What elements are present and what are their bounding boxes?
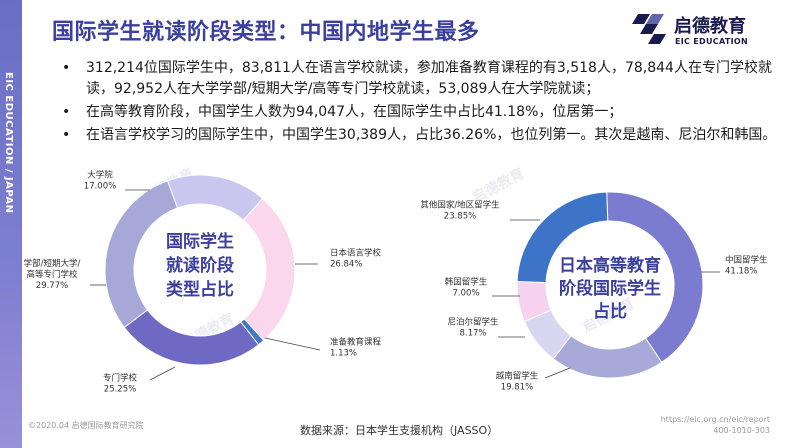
slice-label: 大学院 17.00%: [84, 170, 116, 192]
leader-line: [544, 367, 571, 379]
donut-center-label: 国际学生: [166, 231, 234, 252]
eic-logo: 启德教育 EIC EDUCATION: [632, 10, 772, 50]
logo-subtitle: EIC EDUCATION: [675, 37, 748, 46]
list-item: • 在高等教育阶段，中国学生人数为94,047人，在国际学生中占比41.18%，位…: [62, 102, 782, 123]
slice-label: 其他国家/地区留学生 23.85%: [420, 200, 500, 222]
footer-url[interactable]: https://eic.org.cn/eic/report: [660, 415, 770, 424]
donut-center-label: 就读阶段: [166, 255, 234, 276]
donut-slice-2-1: [606, 191, 704, 364]
slice-label: 准备教育课程 1.13%: [330, 337, 382, 359]
slice-label: 尼泊尔留学生 8.17%: [447, 317, 499, 339]
list-item: • 在语言学校学习的国际学生中，中国学生30,389人，占比36.26%，也位列第…: [62, 125, 782, 146]
donut-slice-1-4: [123, 309, 260, 366]
leader-line: [264, 337, 321, 351]
donut-center-label: 阶段国际学生: [559, 278, 661, 299]
donut-center-label: 日本高等教育: [559, 255, 661, 276]
bullet-list: • 312,214位国际学生中，83,811人在语言学校就读，参加准备教育课程的有…: [62, 58, 782, 148]
donut-slice-1-1: [166, 174, 264, 222]
slice-label: 越南留学生 19.81%: [496, 371, 539, 393]
sidebar-band: EIC EDUCATION / JAPAN: [0, 0, 22, 448]
footer-contact: https://eic.org.cn/eic/report 400-1010-3…: [661, 414, 770, 436]
donut-center-label: 占比: [593, 301, 627, 322]
slice-label: 学部/短期大学/高等专门学校 29.77%: [24, 258, 81, 291]
copyright: ©2020.04 启德国际教育研究院: [28, 421, 144, 430]
sidebar-text: EIC EDUCATION / JAPAN: [3, 72, 14, 214]
donut-slice-1-2: [242, 197, 296, 342]
page-title: 国际学生就读阶段类型：中国内地学生最多: [52, 20, 480, 45]
slice-label: 韩国留学生 7.00%: [445, 277, 488, 299]
donut-slice-2-2: [552, 335, 663, 379]
bullet-text: 在高等教育阶段，中国学生人数为94,047人，在国际学生中占比41.18%，位居…: [86, 104, 623, 120]
bullet-dot: •: [62, 104, 71, 120]
list-item: • 312,214位国际学生中，83,811人在语言学校就读，参加准备教育课程的有…: [62, 58, 782, 100]
slice-label: 专门学校 25.25%: [103, 373, 138, 395]
slice-label: 日本语言学校 26.84%: [330, 248, 382, 270]
data-source: 数据来源：日本学生支援机构（JASSO）: [300, 424, 499, 437]
leader-line: [149, 366, 176, 381]
bullet-dot: •: [62, 60, 71, 76]
donut-slice-2-5: [516, 191, 609, 284]
eic-logo-icon: [632, 14, 666, 44]
bullet-text: 在语言学校学习的国际学生中，中国学生30,389人，占比36.26%，也位列第一…: [86, 127, 777, 143]
donut-slice-1-5: [104, 180, 179, 329]
bullet-text: 312,214位国际学生中，83,811人在语言学校就读，参加准备教育课程的有3…: [86, 60, 772, 97]
bullet-dot: •: [62, 127, 71, 143]
footer-phone: 400-1010-303: [713, 426, 770, 435]
donut-center-label: 类型占比: [166, 279, 234, 300]
slice-label: 中国留学生 41.18%: [725, 255, 768, 277]
logo-name: 启德教育: [674, 16, 746, 37]
